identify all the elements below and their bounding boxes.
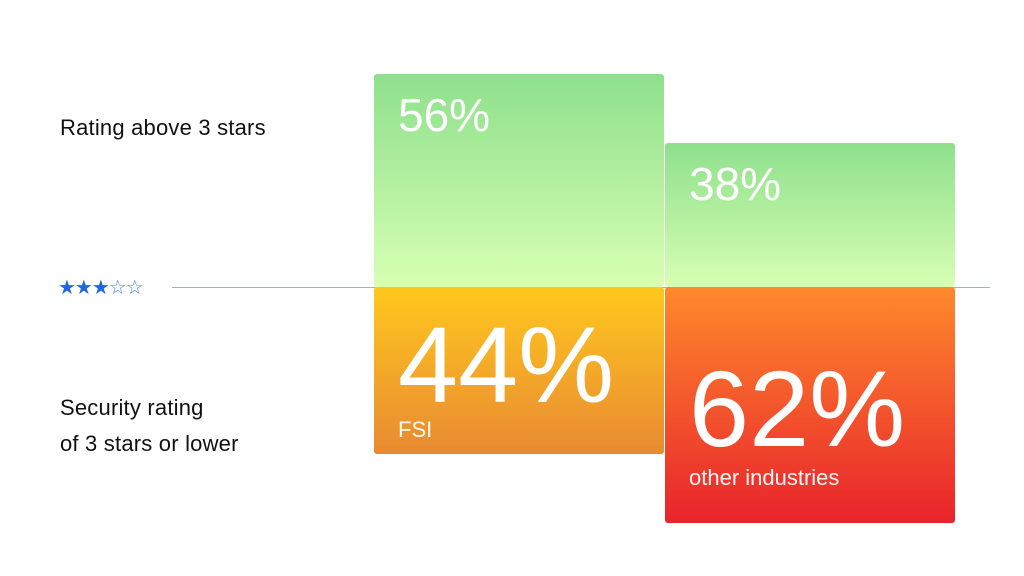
category-label-fsi: FSI (398, 417, 433, 442)
category-label-other: other industries (689, 465, 840, 490)
bar-other-below: 62% other industries (665, 287, 955, 523)
label-rating-below: Security rating of 3 stars or lower (60, 395, 239, 456)
data-label-other-above: 38% (689, 157, 782, 210)
data-label-fsi-below: 44% (398, 304, 615, 425)
data-label-fsi-above: 56% (398, 89, 491, 142)
empty-stars-icon: ☆☆ (108, 275, 144, 299)
label-rating-above: Rating above 3 stars (60, 115, 266, 140)
star-rating: ★★★☆☆ (58, 275, 144, 299)
data-label-other-below: 62% (689, 348, 906, 469)
bar-other-above: 38% (665, 142, 955, 287)
filled-stars-icon: ★★★ (58, 275, 110, 299)
bar-fsi-above: 56% (374, 74, 664, 287)
bar-fsi-below: 44% FSI (374, 287, 664, 455)
